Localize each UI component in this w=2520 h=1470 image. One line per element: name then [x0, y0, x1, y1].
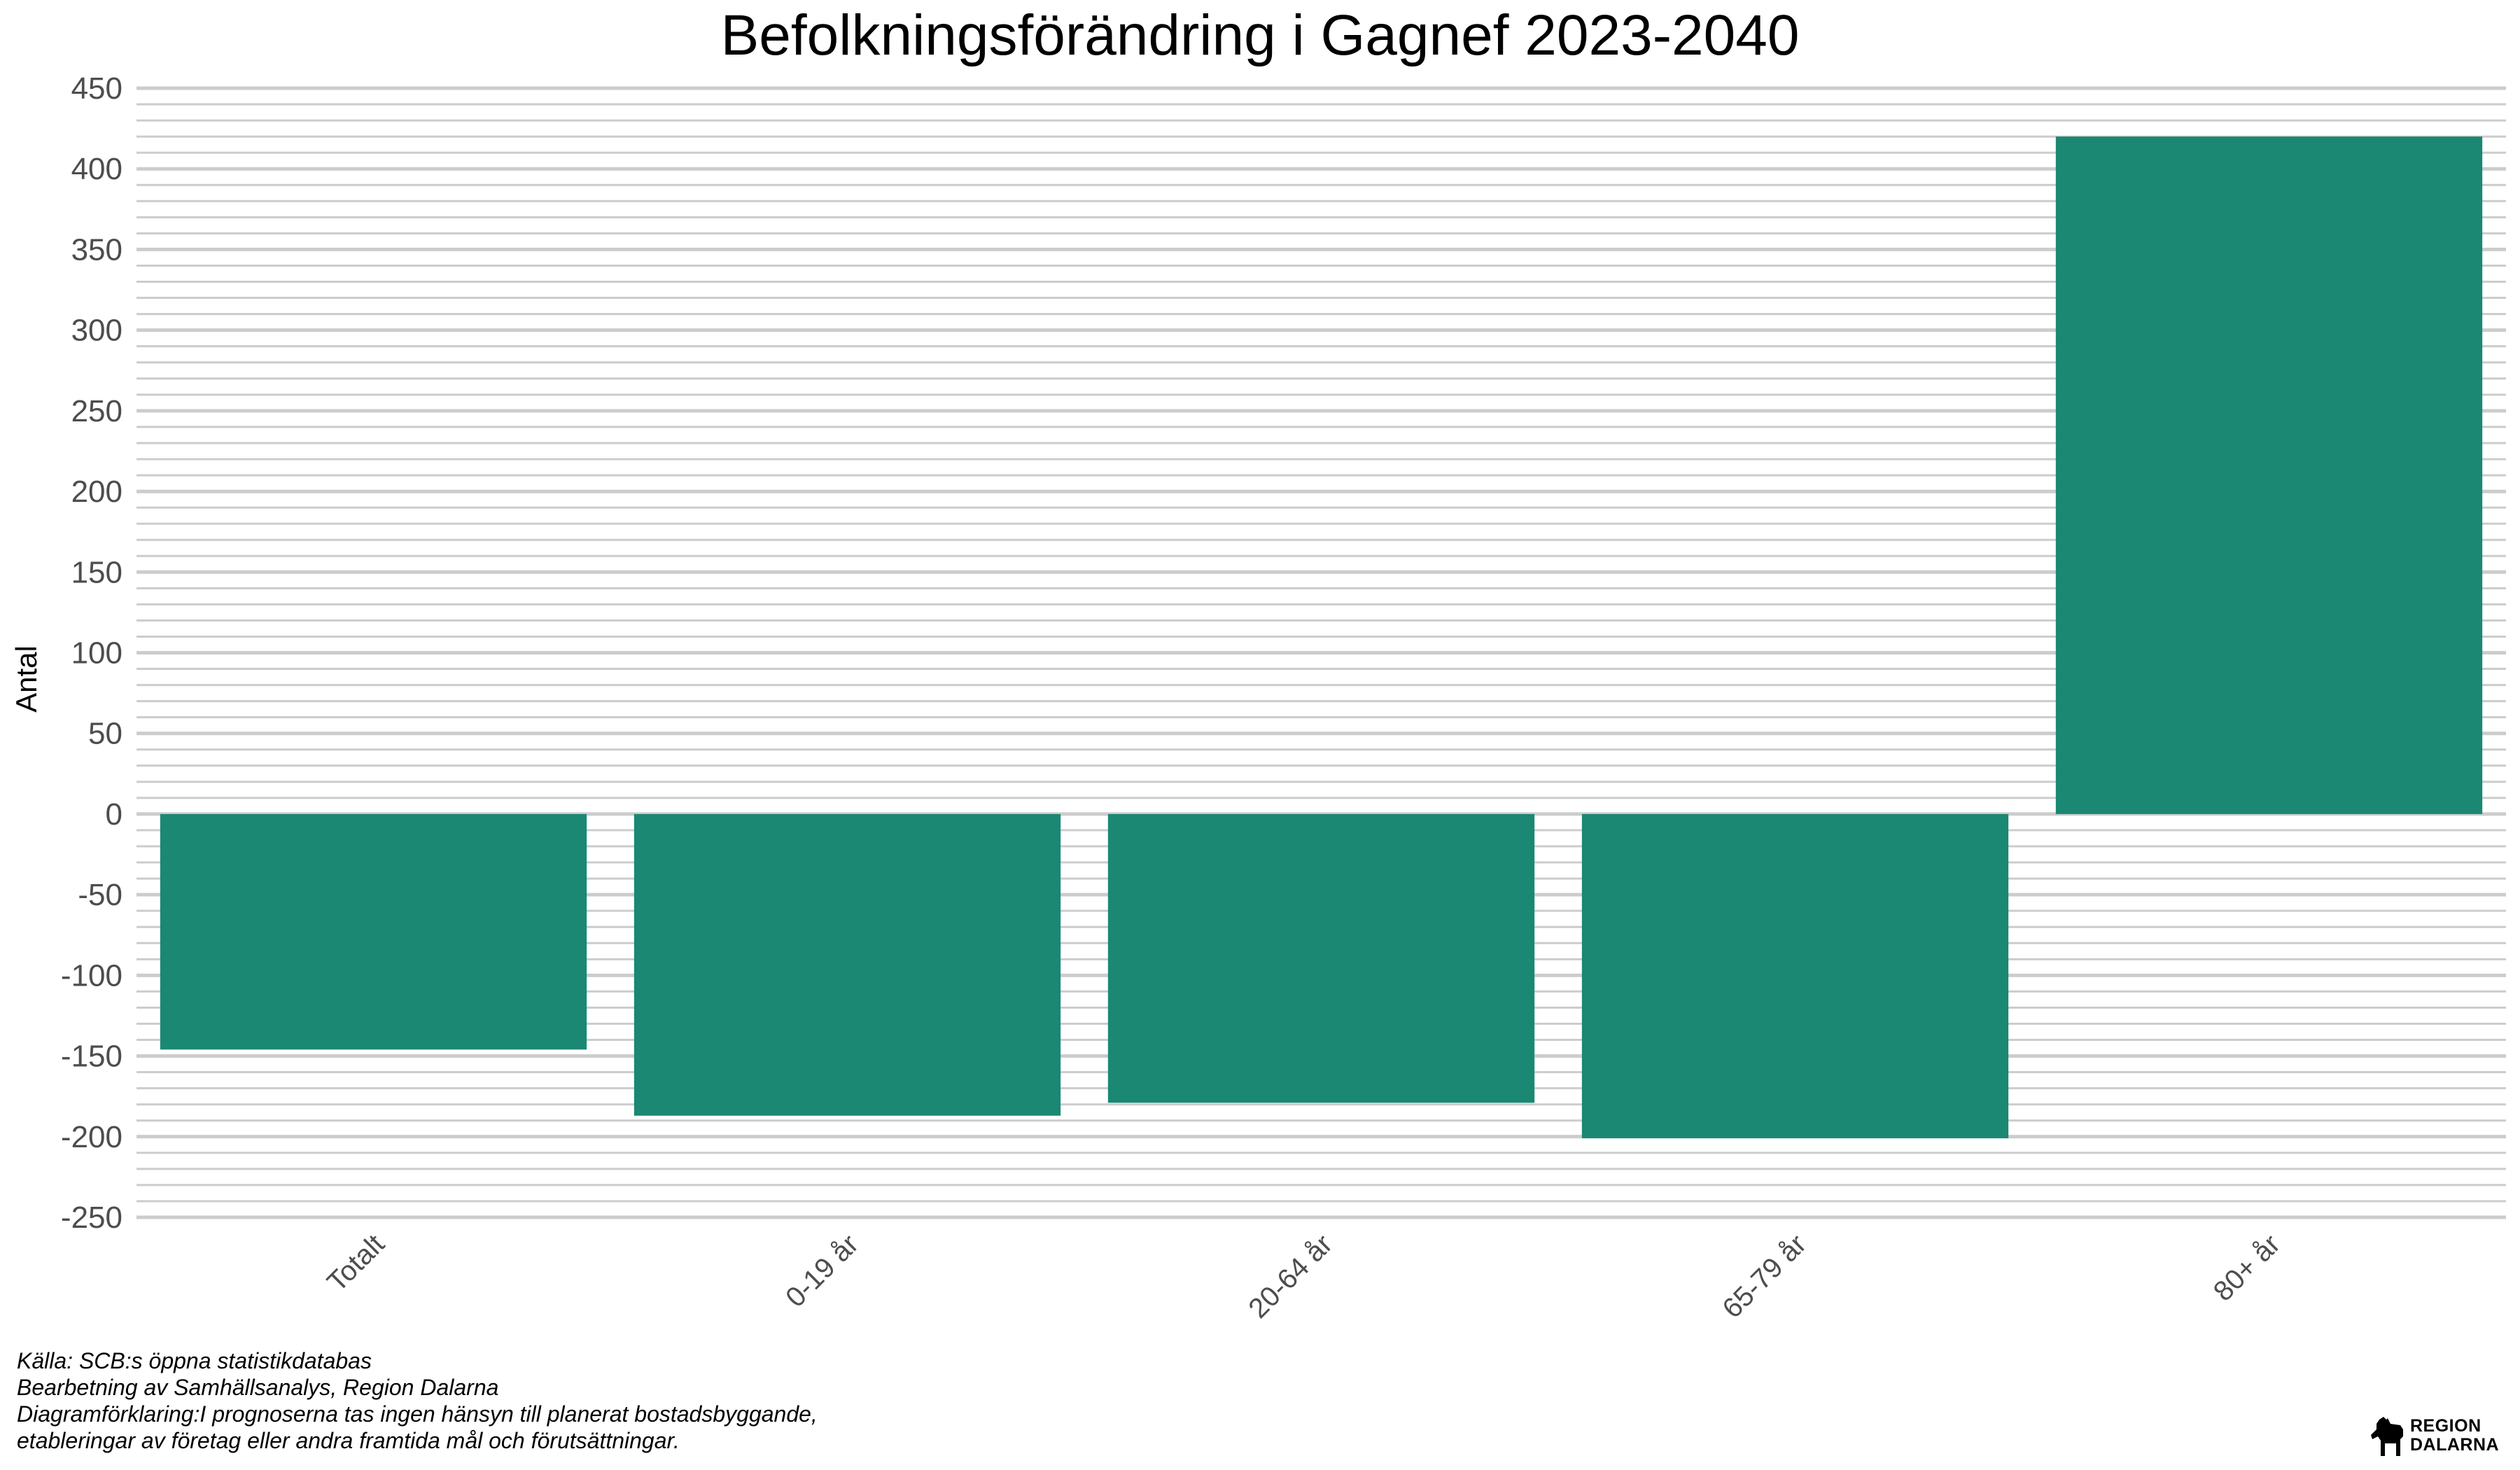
chart-caption: Källa: SCB:s öppna statistikdatabas Bear… — [17, 1348, 818, 1454]
bar — [1581, 813, 2009, 1139]
caption-source: Källa: SCB:s öppna statistikdatabas — [17, 1348, 372, 1373]
bar — [160, 813, 587, 1050]
logo-line-2: DALARNA — [2410, 1435, 2500, 1455]
bar — [1107, 813, 1535, 1103]
bar — [2055, 136, 2483, 814]
y-tick-label: -150 — [61, 1040, 122, 1074]
y-tick-label: 250 — [71, 394, 122, 428]
region-dalarna-logo: REGION DALARNA — [2370, 1413, 2502, 1462]
y-axis-label: Antal — [10, 645, 43, 713]
x-tick-label: 0-19 år — [780, 1228, 864, 1313]
y-tick-label: -100 — [61, 958, 122, 993]
y-tick-label: 300 — [71, 314, 122, 348]
y-tick-label: -250 — [61, 1200, 122, 1235]
caption-explanation-1: Diagramförklaring:I prognoserna tas inge… — [17, 1401, 818, 1427]
y-tick-label: -200 — [61, 1120, 122, 1154]
bars — [160, 136, 2483, 1139]
y-tick-label: 350 — [71, 232, 122, 267]
x-tick-labels: Totalt 0-19 år 20-64 år 65-79 år 80+ år — [321, 1228, 2286, 1324]
y-tick-label: 50 — [88, 717, 122, 751]
y-tick-label: 0 — [106, 797, 122, 832]
y-tick-label: 100 — [71, 636, 122, 671]
y-tick-label: 400 — [71, 152, 122, 186]
x-tick-label: 20-64 år — [1242, 1228, 1338, 1324]
caption-processing: Bearbetning av Samhällsanalys, Region Da… — [17, 1375, 499, 1400]
dala-horse-icon — [2371, 1417, 2403, 1456]
chart-title: Befolkningsförändring i Gagnef 2023-2040 — [721, 4, 1800, 67]
x-tick-label: Totalt — [321, 1228, 391, 1298]
logo-line-1: REGION — [2410, 1416, 2482, 1436]
bar — [634, 813, 1061, 1116]
x-tick-label: 80+ år — [2208, 1228, 2286, 1307]
x-tick-label: 65-79 år — [1716, 1228, 1812, 1324]
y-tick-label: 150 — [71, 555, 122, 589]
y-tick-label: 200 — [71, 475, 122, 509]
y-tick-label: -50 — [78, 878, 122, 912]
y-tick-label: 450 — [71, 71, 122, 106]
caption-explanation-2: etableringar av företag eller andra fram… — [17, 1428, 680, 1453]
y-tick-labels: -250 -200 -150 -100 -50 0 50 100 150 200 250 300 350… — [61, 71, 122, 1235]
